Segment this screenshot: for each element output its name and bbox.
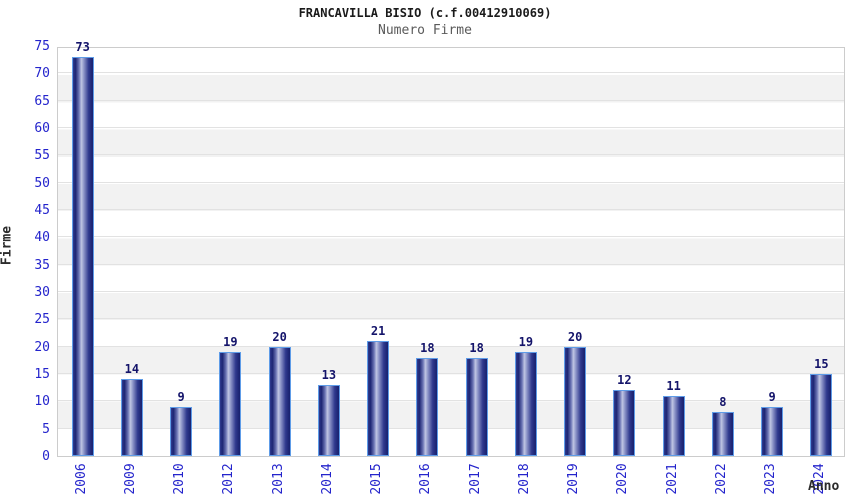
gridline [58, 373, 844, 374]
y-tick-label: 20 [34, 339, 50, 355]
bar-value-label: 15 [814, 357, 829, 371]
chart-subtitle: Numero Firme [378, 23, 472, 38]
bar-2016 [416, 357, 439, 456]
y-tick-label: 5 [42, 421, 50, 437]
y-tick-label: 40 [34, 230, 50, 246]
x-tick-label: 2017 [467, 463, 483, 495]
x-tick-label: 2022 [713, 463, 729, 495]
gridline [58, 427, 844, 429]
gridline [58, 291, 844, 292]
bar-value-label: 20 [272, 329, 287, 344]
bar-value-label: 18 [469, 340, 484, 355]
y-tick-label: 50 [34, 175, 50, 191]
bar-2010 [170, 406, 193, 456]
bar-value-label: 9 [177, 389, 185, 404]
bar-2015 [367, 341, 390, 456]
y-tick-label: 70 [34, 66, 50, 82]
gridline [58, 127, 844, 128]
bar-value-label: 11 [666, 378, 681, 393]
bar-2013 [268, 346, 291, 456]
bar-2023 [761, 406, 784, 456]
gridline [58, 72, 844, 74]
bar-2018 [514, 352, 537, 456]
y-tick-label: 55 [34, 148, 50, 164]
bar-value-label: 21 [370, 324, 386, 339]
x-axis-title: Anno [808, 479, 840, 494]
y-tick-label: 75 [34, 39, 50, 54]
gridline [58, 154, 844, 156]
gridline [58, 99, 844, 101]
x-tick-label: 2006 [73, 463, 89, 495]
x-tick-label: 2012 [221, 463, 237, 495]
x-tick-label: 2013 [270, 463, 286, 495]
bar-2022 [711, 412, 734, 456]
bar-value-label: 19 [518, 335, 534, 350]
bar-value-label: 12 [617, 373, 632, 388]
bar-2012 [219, 352, 242, 456]
bar-value-label: 8 [719, 395, 727, 410]
y-tick-label: 30 [34, 285, 50, 300]
gridline [58, 181, 844, 183]
bar-value-label: 73 [75, 39, 90, 54]
bar-2009 [120, 379, 143, 456]
x-tick-label: 2019 [566, 463, 582, 495]
x-tick-label: 2015 [369, 463, 385, 495]
bar-2024 [810, 374, 833, 456]
y-tick-label: 0 [42, 449, 50, 464]
bar-2019 [564, 346, 587, 456]
gridline [58, 209, 844, 210]
y-tick-label: 10 [34, 394, 50, 410]
bar-value-label: 9 [768, 389, 776, 404]
y-tick-label: 35 [34, 257, 50, 273]
bar-2017 [465, 357, 488, 456]
bar-2014 [317, 384, 340, 456]
x-tick-label: 2014 [319, 463, 335, 495]
gridline [58, 236, 844, 238]
bar-value-label: 13 [321, 367, 337, 382]
gridline [58, 345, 844, 347]
y-tick-label: 45 [34, 203, 50, 218]
x-tick-label: 2010 [172, 463, 188, 495]
y-tick-label: 65 [34, 93, 50, 109]
bar-value-label: 18 [420, 340, 435, 355]
bar-2021 [662, 395, 685, 456]
gridline [58, 400, 844, 402]
chart-title: FRANCAVILLA BISIO (c.f.00412910069) [298, 6, 552, 20]
y-tick-label: 15 [34, 367, 50, 382]
bar-value-label: 19 [223, 335, 238, 350]
plot-area: 73 14 9 19 20 13 21 18 18 19 20 12 11 8 9 15 [57, 40, 845, 457]
x-tick-label: 2020 [615, 463, 631, 495]
x-tick-label: 2016 [418, 463, 434, 495]
x-tick-label: 2021 [664, 463, 680, 495]
x-tick-label: 2009 [122, 463, 138, 495]
bar-2020 [613, 390, 636, 456]
bar-value-label: 20 [567, 329, 583, 344]
x-tick-label: 2023 [763, 463, 779, 495]
gridline [58, 318, 844, 320]
gridline [58, 263, 844, 265]
y-tick-label: 60 [34, 121, 50, 136]
bar-value-label: 14 [124, 362, 140, 377]
x-tick-label: 2018 [516, 463, 532, 495]
bar-2006 [71, 56, 94, 456]
y-tick-label: 25 [34, 312, 50, 328]
